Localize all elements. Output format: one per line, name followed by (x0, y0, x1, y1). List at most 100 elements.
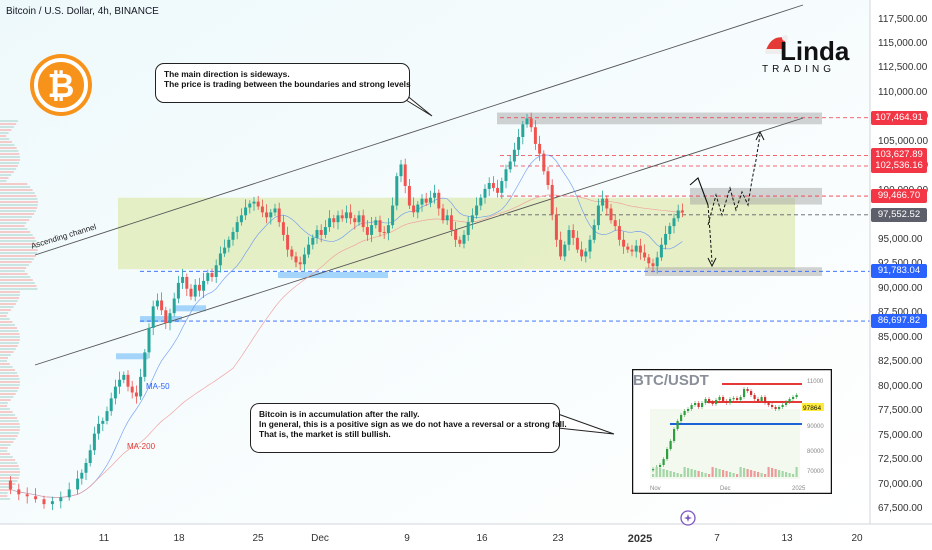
volume-profile-bar (0, 189, 33, 191)
callout-bottom-line3: That is, the market is still bullish. (259, 429, 391, 439)
inset-candle-body (711, 402, 714, 404)
price-level-tag: 97,552.52 (871, 207, 927, 222)
candle-body (206, 273, 210, 281)
inset-volume-bar (732, 473, 735, 477)
candle-body (500, 181, 504, 193)
y-tick-label: 72,500.00 (878, 454, 923, 466)
candle-body (113, 386, 117, 399)
candle-body (210, 273, 214, 278)
price-level-tag: 102,536.16 (871, 159, 927, 174)
x-tick-label: 18 (173, 533, 185, 544)
inset-volume-bar (729, 472, 732, 477)
candle-body (353, 218, 357, 223)
inset-volume-bar (774, 469, 777, 477)
candle-body (50, 501, 54, 505)
inset-candle-body (673, 429, 676, 441)
volume-profile-bar (0, 210, 36, 212)
price-level-tag: 91,783.04 (871, 264, 927, 279)
candle-body (214, 265, 218, 278)
inset-volume-bar (753, 471, 756, 477)
candle-body (164, 310, 168, 324)
volume-profile-bar (0, 357, 8, 359)
axes (0, 0, 932, 525)
candle-body (445, 215, 449, 221)
y-tick-label: 115,000.00 (878, 38, 928, 50)
inset-candle-body (687, 409, 690, 411)
volume-profile-bar (0, 174, 12, 176)
ma200-line (10, 194, 683, 498)
volume-profile-bar (0, 204, 38, 206)
candle-body (155, 300, 159, 307)
candle-body (227, 239, 231, 248)
callout-top-line1: The main direction is sideways. (164, 69, 290, 79)
inset-candle-body (750, 391, 753, 395)
volume-profile-bar (0, 300, 18, 302)
inset-volume-bar (785, 472, 788, 477)
candle-body (97, 423, 101, 434)
callout-bottom-line2: In general, this is a positive sign as w… (259, 419, 567, 429)
volume-profile-bar (0, 321, 13, 323)
ma50-label: MA-50 (146, 382, 170, 391)
candle-body (302, 254, 306, 265)
y-tick-label: 117,500.00 (878, 13, 928, 25)
candle-body (525, 118, 529, 125)
volume-profile-bar (0, 183, 28, 185)
volume-profile-bar (0, 240, 37, 242)
volume-profile-bar (0, 195, 37, 197)
candle-body (672, 218, 676, 227)
inset-y-tick: 70000 (807, 469, 824, 475)
volume-profile-bar (0, 339, 20, 341)
volume-profile-bar (0, 333, 20, 335)
candle-body (185, 277, 189, 289)
volume-profile (0, 120, 38, 500)
volume-profile-bar (0, 129, 12, 131)
candle-body (588, 239, 592, 252)
inset-chart: 97864 11000 90000 80000 70000 Nov Dec 20… (632, 369, 832, 494)
volume-profile-bar (0, 159, 20, 161)
inset-volume-bar (690, 469, 693, 477)
volume-profile-bar (0, 405, 8, 407)
volume-profile-bar (0, 372, 18, 374)
candle-body (8, 480, 12, 490)
volume-profile-bar (0, 168, 17, 170)
volume-profile-bar (0, 483, 16, 485)
inset-candle-body (708, 399, 711, 402)
volume-profile-bar (0, 411, 13, 413)
candle-body (281, 222, 285, 235)
volume-profile-bar (0, 348, 16, 350)
inset-candle-body (753, 395, 756, 399)
inset-candle-body (788, 399, 791, 402)
inset-candle-body (704, 399, 707, 403)
channel-lower-line (34, 117, 804, 366)
volume-profile-bar (0, 267, 27, 269)
candle-body (101, 420, 105, 424)
x-tick-label: 25 (252, 533, 264, 544)
volume-profile-bar (0, 444, 11, 446)
candle-body (328, 218, 332, 228)
tradingview-replay-icon[interactable] (680, 510, 696, 526)
inset-candle-body (774, 407, 777, 409)
x-tick-label: 11 (98, 533, 110, 544)
candle-body (605, 198, 609, 209)
candle-body (323, 227, 327, 235)
volume-profile-bar (0, 180, 7, 182)
candle-body (151, 306, 155, 328)
candle-body (638, 245, 642, 253)
candle-body (290, 249, 294, 257)
candle-body (420, 198, 424, 205)
support-zone (645, 267, 822, 277)
x-tick-label: 9 (404, 533, 410, 544)
volume-profile-bar (0, 327, 17, 329)
candle-body (626, 246, 630, 250)
candle-body (382, 231, 386, 233)
candle-body (521, 124, 525, 138)
candle-body (168, 313, 172, 324)
volume-profile-bar (0, 261, 32, 263)
candle-body (668, 226, 672, 234)
inset-volume-bar (778, 470, 781, 477)
candle-body (412, 205, 416, 213)
candle-body (105, 411, 109, 421)
inset-price-tag: 97864 (803, 405, 821, 412)
chart-title: Bitcoin / U.S. Dollar, 4h, BINANCE (6, 6, 159, 17)
inset-candle-body (767, 403, 770, 405)
